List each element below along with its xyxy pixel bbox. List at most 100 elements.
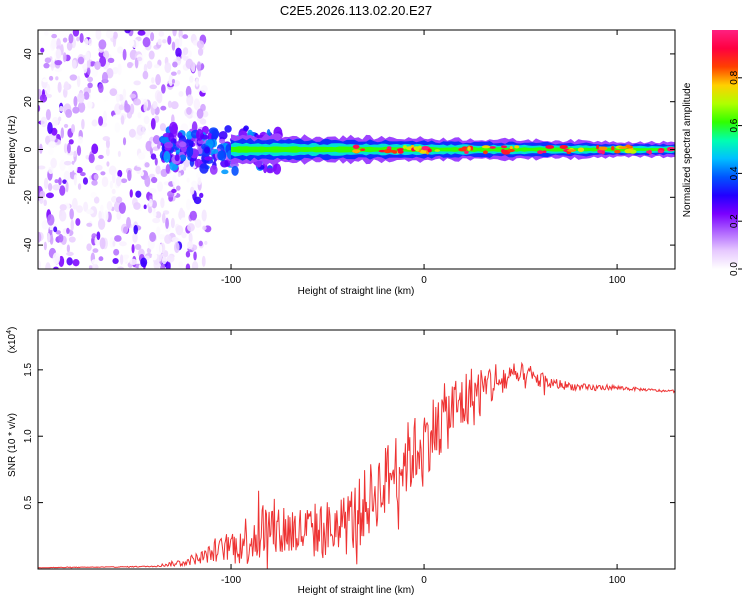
noise-blob (132, 232, 138, 243)
noise-blob (117, 46, 124, 54)
spectrogram-panel: -100 0 100 -40 -20 0 20 40 Height of straight … (7, 29, 676, 297)
noise-blob (51, 33, 58, 39)
peak-blob (458, 147, 467, 152)
noise-blob (52, 184, 61, 191)
noise-blob (160, 197, 165, 209)
noise-blob (43, 241, 47, 251)
noise-blob (63, 123, 69, 128)
svg-text:(x104): (x104) (6, 327, 18, 354)
noise-blob (178, 261, 184, 268)
noise-blob (52, 252, 61, 265)
noise-blob (171, 236, 179, 242)
snr-ylabel: SNR (10 * v/v) (7, 413, 18, 477)
noise-blob (122, 88, 127, 99)
noise-blob (63, 160, 72, 166)
peak-blob (386, 146, 392, 149)
noise-blob (76, 166, 83, 174)
noise-blob (99, 56, 107, 67)
spectrogram-xlabel: Height of straight line (km) (298, 286, 415, 297)
noise-blob (104, 210, 109, 222)
noise-blob (120, 115, 125, 125)
peak-blob (601, 150, 605, 155)
noise-blob (106, 161, 110, 167)
noise-blob (101, 101, 107, 111)
noise-blob (187, 241, 193, 250)
noise-blob (150, 117, 156, 130)
noise-blob (92, 248, 99, 253)
noise-blob (43, 31, 49, 36)
noise-blob (150, 176, 158, 184)
noise-blob (51, 116, 59, 127)
noise-blob (45, 262, 51, 269)
onset-blob (211, 148, 219, 154)
noise-blob (111, 188, 116, 195)
noise-blob (157, 181, 164, 192)
snr-panel: -100 0 100 0.5 1.0 1.5 Height of straight li… (6, 327, 676, 596)
noise-blob (45, 135, 51, 145)
noise-blob (115, 176, 122, 187)
noise-blob (50, 37, 57, 50)
y-tick-label: 20 (23, 96, 34, 108)
noise-blob (151, 77, 155, 84)
peak-blob (577, 147, 585, 153)
noise-blob (144, 162, 150, 168)
x-tick-label: 0 (421, 575, 427, 586)
noise-blob (193, 251, 197, 261)
noise-blob (193, 98, 201, 111)
noise-blob (66, 142, 71, 154)
noise-blob (154, 157, 158, 166)
peak-blob (657, 150, 664, 154)
noise-blob (129, 189, 133, 198)
noise-blob (152, 217, 161, 224)
onset-blob (200, 134, 209, 140)
noise-blob (148, 187, 157, 194)
onset-blob (164, 141, 174, 149)
noise-blob (57, 81, 62, 93)
peak-blob (352, 149, 361, 154)
snr-scale-label: (x104) (6, 327, 18, 354)
onset-blob (272, 163, 282, 175)
noise-blob (115, 93, 120, 103)
noise-blob (55, 76, 59, 81)
noise-blob (46, 83, 51, 95)
peak-blob (614, 149, 621, 154)
noise-blob (47, 147, 54, 156)
noise-blob (148, 198, 153, 207)
noise-blob (118, 104, 124, 111)
snr-scale-base: (x10 (7, 333, 18, 353)
noise-blob (185, 58, 194, 69)
noise-blob (65, 108, 73, 118)
peak-blob (388, 149, 397, 153)
noise-blob (204, 240, 208, 245)
noise-blob (77, 136, 84, 144)
noise-blob (189, 186, 195, 195)
noise-blob (140, 170, 144, 177)
noise-blob (170, 101, 179, 110)
noise-blob (105, 30, 114, 39)
onset-blob (169, 121, 178, 134)
noise-blob (156, 143, 161, 149)
noise-blob (54, 60, 63, 66)
onset-blob (165, 164, 171, 174)
noise-blob (43, 199, 47, 207)
noise-blob (201, 209, 207, 222)
noise-blob (148, 50, 155, 60)
noise-blob (183, 159, 190, 168)
peak-blob (648, 149, 652, 155)
noise-blob (124, 206, 133, 211)
noise-blob (86, 209, 94, 215)
noise-blob (59, 159, 66, 171)
noise-blob (194, 218, 202, 228)
noise-blob (196, 61, 202, 72)
noise-blob (120, 178, 128, 184)
noise-blob (200, 85, 208, 94)
noise-blob (182, 47, 189, 56)
noise-blob (98, 83, 104, 94)
peak-blob (567, 149, 576, 152)
noise-blob (102, 110, 107, 123)
noise-blob (68, 236, 76, 243)
noise-blob (76, 75, 81, 88)
spectrogram-heatmap (38, 30, 675, 269)
noise-blob (180, 217, 187, 224)
noise-blob (63, 81, 70, 91)
